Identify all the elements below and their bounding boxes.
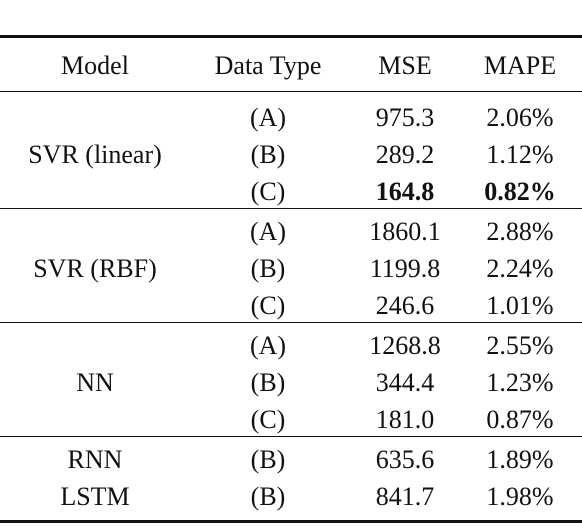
mse-cell: 975.3	[375, 103, 435, 132]
model-cell: SVR (RBF)	[33, 254, 157, 283]
mse-cell: 841.7	[375, 482, 435, 511]
data-type-cell: (C)	[250, 405, 286, 434]
bottom-rule	[0, 520, 582, 523]
model-cell: SVR (linear)	[28, 140, 162, 169]
header-cell: Model	[61, 51, 129, 80]
mse-cell: 635.6	[375, 445, 435, 474]
mse-cell: 246.6	[375, 291, 435, 320]
data-type-cell: (B)	[250, 368, 286, 397]
header-cell: Data Type	[214, 51, 322, 80]
group-rule	[0, 436, 582, 438]
mape-cell: 1.89%	[486, 445, 554, 474]
mape-cell: 2.88%	[486, 217, 554, 246]
mape-cell: 0.87%	[486, 405, 554, 434]
mse-cell: 1199.8	[369, 254, 441, 283]
data-type-cell: (A)	[249, 331, 287, 360]
mse-cell: 1860.1	[369, 217, 441, 246]
group-rule	[0, 208, 582, 210]
mape-cell: 1.12%	[486, 140, 554, 169]
model-cell: RNN	[67, 445, 123, 474]
header-cell: MAPE	[483, 51, 557, 80]
mape-cell: 0.82%	[484, 177, 556, 206]
data-type-cell: (B)	[250, 482, 286, 511]
mse-cell: 289.2	[375, 140, 435, 169]
data-type-cell: (C)	[250, 291, 286, 320]
data-type-cell: (B)	[250, 254, 286, 283]
mape-cell: 2.24%	[486, 254, 554, 283]
mse-cell: 164.8	[375, 177, 435, 206]
data-type-cell: (B)	[250, 140, 286, 169]
mape-cell: 2.55%	[486, 331, 554, 360]
data-type-cell: (C)	[250, 177, 286, 206]
group-rule	[0, 322, 582, 324]
header-rule	[0, 91, 582, 93]
mape-cell: 1.98%	[486, 482, 554, 511]
model-cell: NN	[76, 368, 114, 397]
mape-cell: 2.06%	[486, 103, 554, 132]
mse-cell: 344.4	[375, 368, 435, 397]
data-type-cell: (B)	[250, 445, 286, 474]
mape-cell: 1.23%	[486, 368, 554, 397]
mse-cell: 181.0	[375, 405, 435, 434]
top-rule	[0, 35, 582, 38]
model-cell: LSTM	[60, 482, 130, 511]
mape-cell: 1.01%	[486, 291, 554, 320]
data-type-cell: (A)	[249, 217, 287, 246]
mse-cell: 1268.8	[369, 331, 441, 360]
header-cell: MSE	[378, 51, 432, 80]
data-type-cell: (A)	[249, 103, 287, 132]
